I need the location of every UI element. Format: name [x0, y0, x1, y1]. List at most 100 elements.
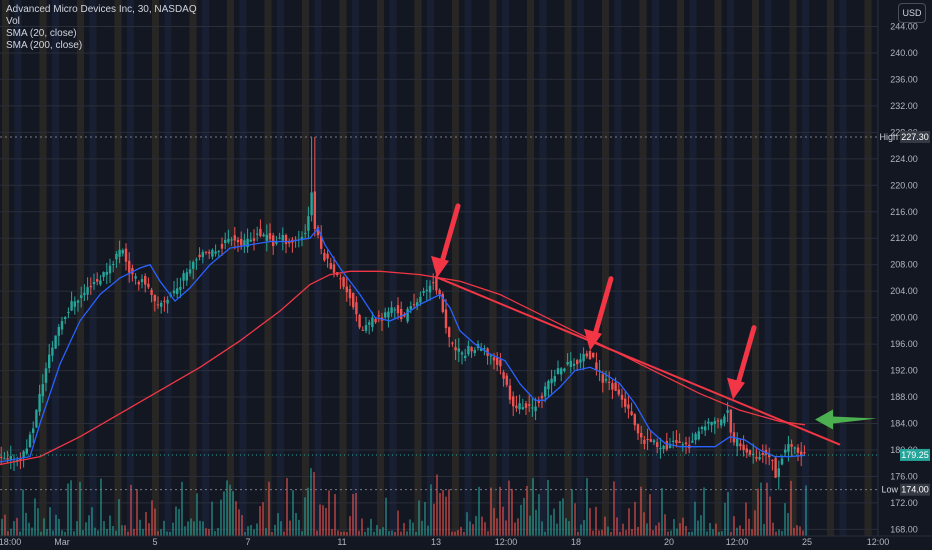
price-tick-label: 188.00 — [890, 392, 918, 402]
volume-bar — [385, 497, 387, 536]
legend-symbol: Advanced Micro Devices Inc, 30, NASDAQ — [6, 4, 197, 15]
red-arrow-annotation — [431, 203, 461, 278]
legend-sma200: SMA (200, close) — [6, 40, 83, 51]
candle-body — [105, 271, 108, 275]
volume-bar — [439, 493, 441, 536]
volume-bar — [775, 531, 777, 536]
candle-body — [521, 407, 524, 410]
volume-bar — [757, 488, 759, 536]
volume-bar — [82, 530, 84, 536]
candle-body — [28, 434, 32, 448]
volume-bar — [262, 502, 264, 536]
volume-bar — [388, 530, 390, 536]
candle-body — [505, 375, 508, 385]
candle-body — [54, 335, 57, 349]
candle-body — [787, 444, 790, 452]
volume-bar — [694, 501, 696, 536]
volume-bar — [406, 531, 408, 536]
volume-bar — [445, 496, 447, 536]
volume-bar — [790, 480, 792, 536]
candle-body — [480, 348, 483, 351]
candle-body — [697, 431, 700, 440]
price-tick-label: 196.00 — [890, 339, 918, 349]
volume-bar — [514, 522, 516, 536]
volume-bar — [211, 501, 213, 536]
volume-bar — [4, 514, 6, 536]
candle-body — [716, 420, 720, 422]
volume-bar — [700, 515, 702, 536]
price-tick-label: 168.00 — [890, 524, 918, 534]
volume-bar — [118, 499, 120, 536]
candle-body — [640, 433, 643, 438]
arrow-head — [727, 377, 745, 400]
candle-body — [563, 368, 566, 372]
candle-body — [428, 285, 432, 293]
session-band — [764, 0, 772, 536]
candle-body — [560, 368, 563, 375]
volume-bar — [166, 531, 168, 536]
candle-body — [99, 280, 102, 285]
volume-bar — [88, 515, 90, 536]
volume-bar — [223, 491, 225, 536]
volume-bar — [208, 528, 210, 536]
candle-body — [585, 353, 588, 357]
candle-body — [412, 304, 416, 306]
volume-bar — [430, 484, 432, 536]
candle-body — [534, 406, 537, 412]
candle-body — [217, 250, 220, 252]
candle-body — [134, 276, 137, 279]
candle-body — [204, 251, 208, 253]
red-arrow-annotation — [727, 325, 757, 400]
candle-body — [246, 238, 249, 248]
candle-body — [22, 451, 25, 458]
candle-body — [761, 452, 764, 455]
candle-body — [604, 379, 608, 381]
candle-body — [48, 354, 51, 369]
candle-body — [140, 279, 144, 283]
volume-bar — [664, 514, 666, 536]
volume-bar — [124, 525, 126, 536]
candle-body — [729, 409, 732, 433]
candle-body — [252, 238, 256, 241]
candle-body — [556, 368, 560, 374]
volume-bar — [559, 501, 561, 536]
candle-body — [736, 438, 739, 447]
price-tick-label: 244.00 — [890, 21, 918, 31]
volume-bar — [655, 525, 657, 536]
candle-body — [393, 309, 396, 311]
volume-bar — [772, 522, 774, 536]
candle-body — [454, 347, 457, 351]
volume-bar — [85, 522, 87, 536]
candle-body — [608, 381, 611, 383]
session-band — [2, 0, 9, 536]
candle-body — [272, 235, 275, 247]
volume-bar — [646, 523, 648, 536]
currency-button[interactable]: USD — [898, 3, 926, 23]
candle-body — [518, 403, 521, 410]
candle-body — [307, 216, 310, 231]
volume-bar — [784, 503, 786, 536]
volume-bar — [472, 524, 474, 536]
session-band — [339, 0, 347, 536]
volume-bar — [301, 531, 303, 536]
price-tick-label: 216.00 — [890, 207, 918, 217]
volume-bar — [661, 488, 663, 536]
volume-bar — [424, 501, 426, 536]
time-tick-label: 12:00 — [726, 537, 749, 547]
volume-bar — [520, 504, 522, 536]
candle-body — [777, 468, 780, 477]
candle-body — [172, 290, 176, 294]
candle-body — [704, 426, 707, 431]
volume-bar — [73, 531, 75, 536]
candle-body — [323, 252, 326, 261]
candle-body — [96, 279, 99, 282]
candle-body — [656, 442, 659, 448]
price-level-value: 174.00 — [901, 485, 929, 495]
price-tick-label: 192.00 — [890, 366, 918, 376]
volume-bar — [205, 528, 207, 536]
volume-bar — [322, 505, 324, 536]
volume-bar — [103, 521, 105, 536]
volume-bar — [475, 515, 477, 536]
session-band — [452, 0, 459, 536]
